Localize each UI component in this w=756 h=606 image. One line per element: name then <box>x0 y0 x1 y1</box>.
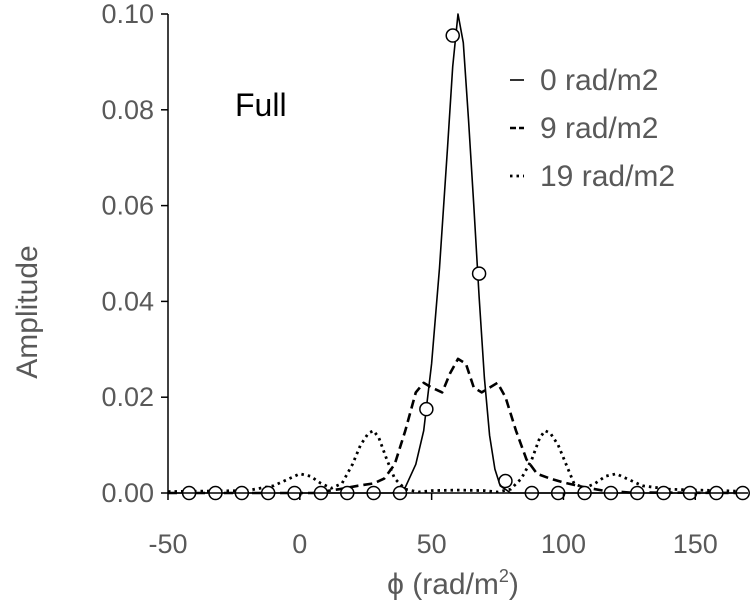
legend-label: 19 rad/m2 <box>540 160 675 193</box>
x-axis-label: ϕ (rad/m2) <box>387 566 519 601</box>
data-point-marker <box>498 473 513 489</box>
data-point-marker <box>445 28 460 43</box>
series-line-solid <box>168 13 748 494</box>
y-tick-label: 0.02 <box>101 382 154 412</box>
y-tick-label: 0.04 <box>101 286 154 316</box>
x-axis-label-superscript: 2 <box>499 566 509 586</box>
legend-label: 0 rad/m2 <box>540 64 658 97</box>
data-point-marker <box>419 401 434 417</box>
series-line-dotted <box>167 429 749 494</box>
y-tick-label: 0.00 <box>101 478 154 508</box>
series-line-dashed <box>168 357 749 495</box>
y-tick-label: 0.08 <box>101 95 154 125</box>
x-axis-label-close: ) <box>509 568 519 601</box>
y-axis-label: Amplitude <box>11 245 44 378</box>
legend: 0 rad/m2 9 rad/m2 19 rad/m2 <box>510 64 675 193</box>
x-tick-label: 100 <box>541 529 586 559</box>
y-tick-label: 0.06 <box>101 191 154 221</box>
chart-annotation: Full <box>235 87 287 123</box>
x-tick-label: -50 <box>148 529 187 559</box>
x-tick-label: 50 <box>417 529 447 559</box>
legend-label: 9 rad/m2 <box>540 112 658 145</box>
x-axis-label-main: ϕ (rad/m <box>387 568 499 601</box>
series-layer <box>167 13 749 495</box>
data-point-marker <box>471 266 487 281</box>
x-tick-label: 0 <box>292 529 307 559</box>
axis-layer: 0.00 0.02 0.04 0.06 0.08 0.10 -50 0 50 100 150 <box>101 0 748 559</box>
x-tick-label: 150 <box>673 529 718 559</box>
y-tick-label: 0.10 <box>101 0 154 29</box>
